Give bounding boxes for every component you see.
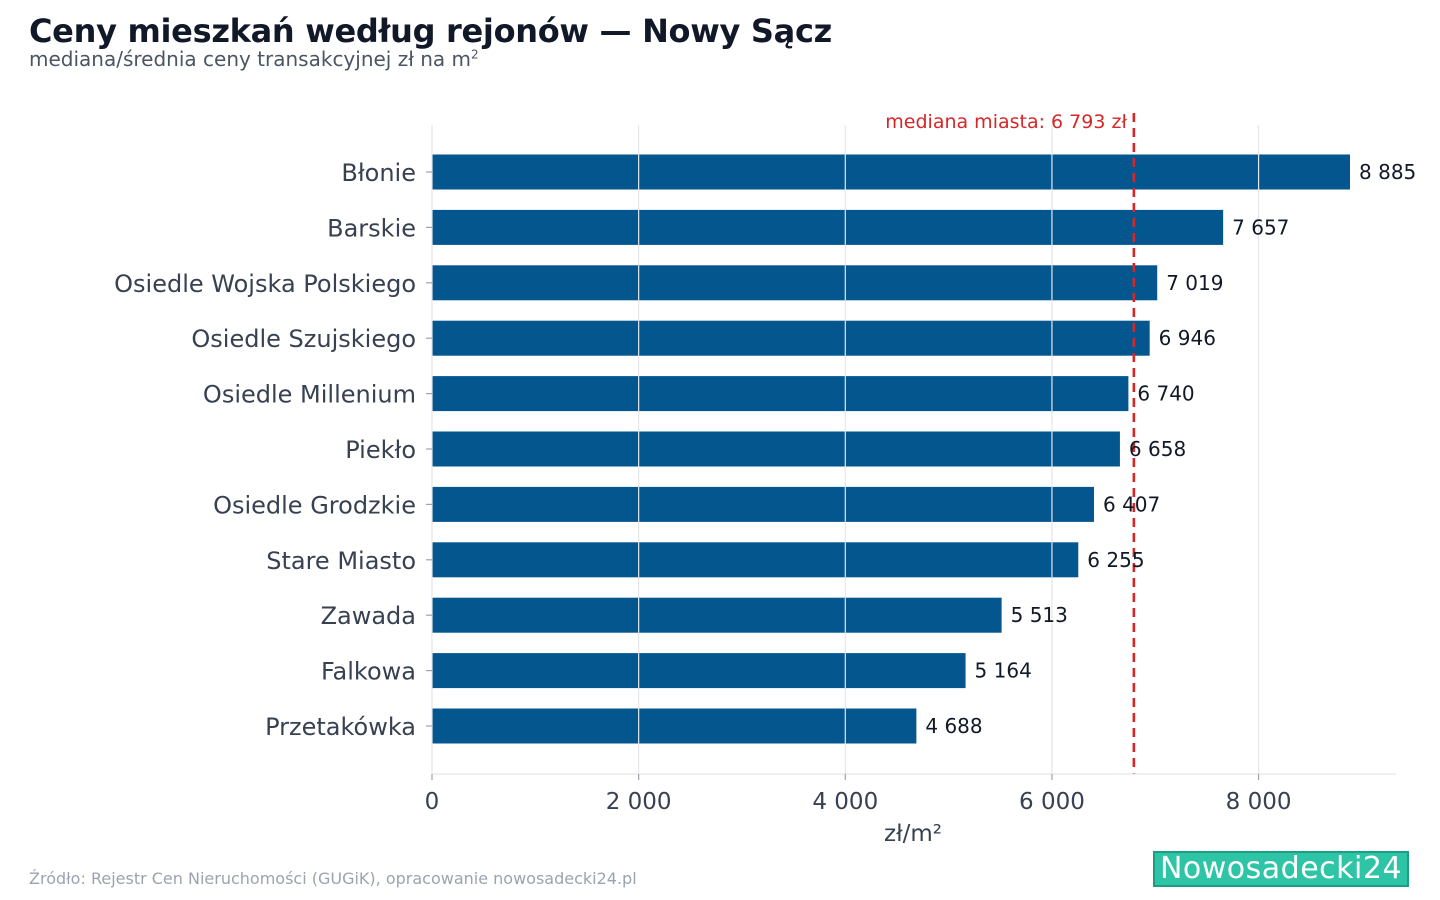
chart-title: Ceny mieszkań według rejonów — Nowy Sącz [29, 12, 832, 50]
value-label: 7 019 [1166, 271, 1223, 295]
category-label: Osiedle Grodzkie [213, 491, 416, 519]
value-label: 6 946 [1159, 326, 1216, 350]
x-axis-label: zł/m² [884, 821, 942, 847]
x-tick-label: 4 000 [812, 789, 878, 815]
x-tick-label: 0 [425, 789, 440, 815]
bar [432, 265, 1158, 301]
subtitle-text: mediana/średnia ceny transakcyjnej zł na… [29, 47, 472, 71]
value-label: 6 740 [1137, 382, 1194, 406]
category-label: Zawada [321, 602, 416, 630]
bar [432, 653, 966, 689]
axes-layer [426, 125, 1396, 780]
category-label: Stare Miasto [266, 547, 416, 575]
source-note: Źródło: Rejestr Cen Nieruchomości (GUGiK… [29, 869, 637, 888]
category-label: Osiedle Szujskiego [191, 325, 416, 353]
x-tick-label: 2 000 [606, 789, 672, 815]
reference-layer: mediana miasta: 6 793 zł [885, 111, 1136, 774]
value-label: 6 407 [1103, 492, 1160, 516]
category-label: Falkowa [321, 658, 416, 686]
value-label: 5 513 [1011, 603, 1068, 627]
category-label: Barskie [327, 214, 416, 242]
subtitle-superscript: 2 [471, 47, 479, 62]
value-label: 6 658 [1129, 437, 1186, 461]
bar [432, 154, 1351, 190]
x-tick-label: 8 000 [1226, 789, 1292, 815]
x-tick-label: 6 000 [1019, 789, 1085, 815]
category-label: Błonie [341, 159, 416, 187]
labels-layer: Błonie Barskie Osiedle Wojska Polskiego Osi… [114, 159, 1416, 847]
bar [432, 486, 1094, 522]
bar [432, 708, 917, 744]
category-label: Osiedle Wojska Polskiego [114, 270, 416, 298]
value-label: 7 657 [1232, 215, 1289, 239]
chart-subtitle: mediana/średnia ceny transakcyjnej zł na… [29, 47, 479, 71]
median-label: mediana miasta: 6 793 zł [885, 111, 1127, 133]
category-label: Osiedle Millenium [203, 381, 416, 409]
value-label: 5 164 [975, 659, 1032, 683]
bar [432, 542, 1079, 578]
bar [432, 431, 1120, 467]
value-label: 4 688 [925, 714, 982, 738]
value-label: 8 885 [1359, 160, 1416, 184]
category-label: Przetakówka [265, 713, 416, 741]
value-label: 6 255 [1087, 548, 1144, 572]
category-label: Piekło [345, 436, 416, 464]
bar [432, 376, 1129, 412]
bar [432, 597, 1002, 633]
bars-layer [432, 154, 1351, 744]
bar [432, 320, 1150, 356]
brand-logo: Nowosadecki24 [1153, 851, 1409, 887]
bar [432, 209, 1224, 245]
